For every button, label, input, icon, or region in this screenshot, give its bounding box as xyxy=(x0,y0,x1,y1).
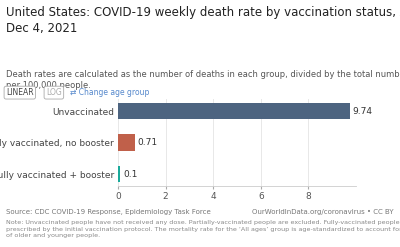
Text: Our World
in Data: Our World in Data xyxy=(346,10,390,30)
Text: Source: CDC COVID-19 Response, Epidemiology Task Force: Source: CDC COVID-19 Response, Epidemiol… xyxy=(6,209,211,215)
Text: United States: COVID-19 weekly death rate by vaccination status, All ages,
Dec 4: United States: COVID-19 weekly death rat… xyxy=(6,6,400,35)
Text: LOG: LOG xyxy=(46,88,62,97)
Text: 0.71: 0.71 xyxy=(138,138,158,147)
Text: 9.74: 9.74 xyxy=(353,106,373,116)
Text: Death rates are calculated as the number of deaths in each group, divided by the: Death rates are calculated as the number… xyxy=(6,70,400,90)
Text: Note: Unvaccinated people have not received any dose. Partially-vaccinated peopl: Note: Unvaccinated people have not recei… xyxy=(6,220,400,238)
Bar xyxy=(118,166,120,183)
Text: LINEAR: LINEAR xyxy=(6,88,34,97)
Text: OurWorldInData.org/coronavirus • CC BY: OurWorldInData.org/coronavirus • CC BY xyxy=(252,209,394,215)
Text: 0.1: 0.1 xyxy=(123,170,138,179)
Bar xyxy=(118,103,350,119)
Bar xyxy=(118,134,135,151)
Text: ⇄ Change age group: ⇄ Change age group xyxy=(70,88,149,97)
